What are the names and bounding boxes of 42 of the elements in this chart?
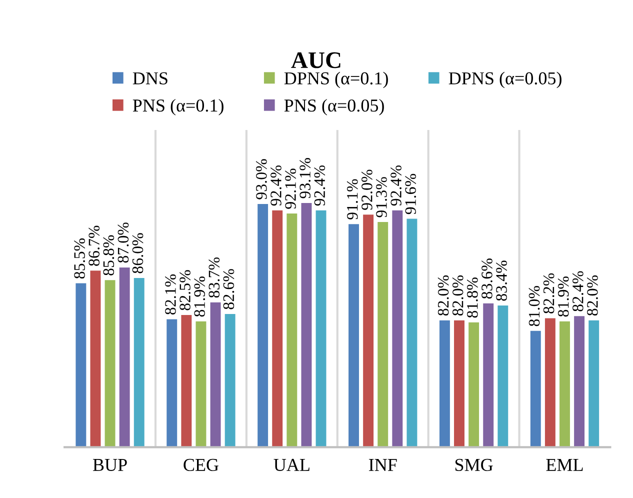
x-tick-label: INF xyxy=(368,459,397,471)
data-label: 85.5% xyxy=(74,238,86,279)
legend-label: DNS xyxy=(132,72,168,84)
x-tick-label: SMG xyxy=(455,458,493,472)
data-label: 85.8% xyxy=(103,235,114,276)
chart-title: AUC xyxy=(291,52,340,68)
data-label: 91.1% xyxy=(346,179,358,220)
data-label: 86.0% xyxy=(132,233,144,274)
data-label: 91.6% xyxy=(405,174,416,214)
x-tick-label: CEG xyxy=(184,458,218,472)
x-tick-label: EML xyxy=(546,459,583,471)
data-label: 81.9% xyxy=(194,276,206,317)
data-label: 93.1% xyxy=(300,158,311,198)
data-label: 87.0% xyxy=(118,222,129,263)
data-label: 82.0% xyxy=(438,275,449,316)
data-label: 91.3% xyxy=(376,177,387,218)
data-label: 82.4% xyxy=(572,271,584,312)
data-label: 92.0% xyxy=(362,170,372,210)
legend-label: DPNS (α=0.1) xyxy=(284,72,388,88)
data-label: 82.6% xyxy=(223,269,234,310)
legend-label: PNS (α=0.1) xyxy=(132,98,224,116)
data-label: 93.0% xyxy=(256,159,267,200)
data-label: 86.7% xyxy=(88,226,100,266)
legend-label: DPNS (α=0.05) xyxy=(448,72,562,88)
data-label: 83.7% xyxy=(208,257,220,298)
data-label: 82.5% xyxy=(180,270,190,310)
x-tick-label: UAL xyxy=(274,458,310,472)
data-label: 92.4% xyxy=(390,165,402,206)
data-label: 82.0% xyxy=(452,275,464,316)
data-label: 81.0% xyxy=(528,286,540,326)
x-tick-label: BUP xyxy=(92,459,127,472)
data-label: 82.2% xyxy=(543,273,554,314)
data-label: 81.8% xyxy=(467,278,478,318)
data-label: 82.0% xyxy=(587,275,598,316)
data-label: 83.4% xyxy=(496,260,507,301)
data-label: 92.4% xyxy=(314,165,326,206)
legend-label: PNS (α=0.05) xyxy=(284,98,384,116)
data-label: 92.4% xyxy=(270,165,282,206)
data-label: 82.1% xyxy=(165,274,176,314)
data-label: 83.6% xyxy=(482,258,492,299)
data-label: 92.1% xyxy=(285,168,296,209)
data-label: 81.9% xyxy=(558,276,569,317)
